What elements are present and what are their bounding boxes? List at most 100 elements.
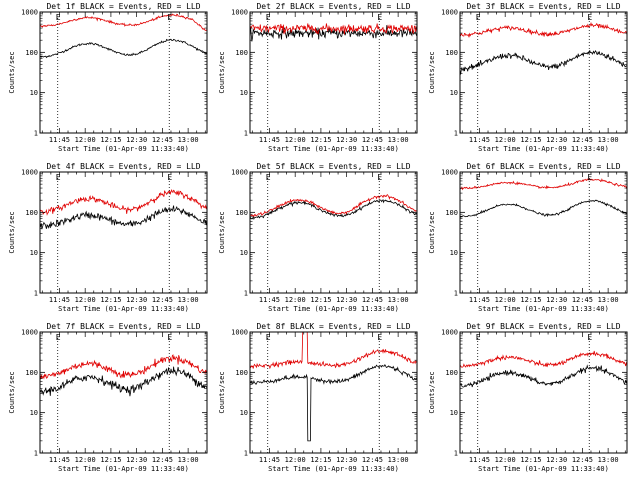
x-tick-label: 13:00 <box>598 136 619 144</box>
plot-frame <box>249 11 418 134</box>
y-tick-label: 100 <box>25 369 38 377</box>
event-marker-label: E <box>476 173 481 182</box>
series-lld-line <box>460 350 627 368</box>
x-tick-label: 12:30 <box>336 136 357 144</box>
series-lld-line <box>460 21 627 38</box>
series-lld-line <box>250 23 417 35</box>
y-tick-label: 100 <box>445 49 458 57</box>
x-tick-label: 12:30 <box>546 296 567 304</box>
x-tick-label: 12:30 <box>126 136 147 144</box>
x-axis-label: Start Time (01-Apr-09 11:33:40) <box>268 305 399 313</box>
x-axis-label: Start Time (01-Apr-09 11:33:40) <box>268 465 399 473</box>
y-tick-label: 10 <box>30 89 38 97</box>
y-tick-label: 1 <box>454 130 458 138</box>
event-marker-label: E <box>56 333 61 342</box>
x-axis-label: Start Time (01-Apr-09 11:33:40) <box>58 145 189 153</box>
x-tick-label: 12:45 <box>152 136 173 144</box>
y-tick-label: 10 <box>240 409 248 417</box>
x-axis-label: Start Time (01-Apr-09 11:33:40) <box>58 305 189 313</box>
y-axis-label: Counts/sec <box>428 371 436 413</box>
x-tick-label: 12:15 <box>100 456 121 464</box>
y-axis-label: Counts/sec <box>8 211 16 253</box>
x-tick-label: 12:00 <box>285 296 306 304</box>
y-tick-label: 1 <box>244 450 248 458</box>
x-tick-label: 13:00 <box>388 296 409 304</box>
x-tick-label: 13:00 <box>598 296 619 304</box>
x-tick-label: 13:00 <box>598 456 619 464</box>
plot-det8: Det 8f BLACK = Events, RED = LLD 1 10 100 10… <box>218 322 418 473</box>
x-tick-label: 12:00 <box>75 456 96 464</box>
x-tick-label: 13:00 <box>178 456 199 464</box>
y-tick-label: 1000 <box>21 9 38 17</box>
y-axis-label: Counts/sec <box>428 211 436 253</box>
series-events-line <box>250 198 417 220</box>
series-lld-line <box>40 354 207 380</box>
event-marker-label: E <box>56 13 61 22</box>
y-tick-label: 1000 <box>231 169 248 177</box>
event-marker-label: E <box>377 173 382 182</box>
event-marker-label: E <box>587 333 592 342</box>
x-tick-label: 13:00 <box>178 296 199 304</box>
x-tick-label: 11:45 <box>49 296 70 304</box>
x-tick-label: 11:45 <box>469 456 490 464</box>
y-tick-label: 1000 <box>21 329 38 337</box>
x-tick-label: 12:45 <box>362 456 383 464</box>
x-tick-label: 12:15 <box>100 296 121 304</box>
x-tick-label: 11:45 <box>49 136 70 144</box>
y-tick-label: 1000 <box>231 9 248 17</box>
y-tick-label: 100 <box>235 49 248 57</box>
x-tick-label: 12:00 <box>75 136 96 144</box>
event-marker-label: E <box>266 173 271 182</box>
event-marker-label: E <box>167 13 172 22</box>
y-tick-label: 1000 <box>21 169 38 177</box>
x-tick-label: 11:45 <box>469 136 490 144</box>
y-tick-label: 1 <box>34 290 38 298</box>
x-tick-label: 12:15 <box>520 456 541 464</box>
x-tick-label: 12:15 <box>310 136 331 144</box>
y-tick-label: 1 <box>244 130 248 138</box>
event-marker-label: E <box>167 173 172 182</box>
series-lld-line <box>460 178 627 191</box>
x-tick-label: 12:00 <box>495 296 516 304</box>
event-marker-label: E <box>476 333 481 342</box>
series-events-line <box>40 205 207 230</box>
plot-det6: Det 6f BLACK = Events, RED = LLD 1 10 100 10… <box>428 162 628 313</box>
plot-frame <box>249 331 418 454</box>
y-tick-label: 100 <box>235 209 248 217</box>
y-axis-label: Counts/sec <box>218 211 226 253</box>
x-tick-label: 12:15 <box>310 456 331 464</box>
x-tick-label: 12:45 <box>152 296 173 304</box>
y-tick-label: 1000 <box>231 329 248 337</box>
y-tick-label: 1 <box>34 450 38 458</box>
x-tick-label: 13:00 <box>388 456 409 464</box>
x-tick-label: 12:30 <box>126 456 147 464</box>
plot-title: Det 7f BLACK = Events, RED = LLD <box>46 322 200 331</box>
x-tick-label: 11:45 <box>259 136 280 144</box>
plot-det9: Det 9f BLACK = Events, RED = LLD 1 10 100 10… <box>428 322 628 473</box>
y-tick-label: 1 <box>454 450 458 458</box>
x-tick-label: 12:00 <box>495 136 516 144</box>
plot-title: Det 4f BLACK = Events, RED = LLD <box>46 162 200 171</box>
y-tick-label: 10 <box>240 89 248 97</box>
x-tick-label: 12:45 <box>572 456 593 464</box>
x-tick-label: 12:00 <box>285 136 306 144</box>
x-tick-label: 12:15 <box>520 136 541 144</box>
x-axis-label: Start Time (01-Apr-09 11:33:40) <box>478 465 609 473</box>
x-tick-label: 12:45 <box>362 296 383 304</box>
x-axis-label: Start Time (01-Apr-09 11:33:40) <box>478 305 609 313</box>
series-lld-line <box>250 194 417 218</box>
y-tick-label: 10 <box>450 249 458 257</box>
event-marker-label: E <box>377 333 382 342</box>
y-tick-label: 1 <box>34 130 38 138</box>
y-tick-label: 100 <box>445 209 458 217</box>
y-tick-label: 1000 <box>441 329 458 337</box>
y-axis-label: Counts/sec <box>428 51 436 93</box>
x-tick-label: 12:30 <box>336 296 357 304</box>
y-axis-label: Counts/sec <box>218 371 226 413</box>
plot-frame <box>459 331 628 454</box>
y-tick-label: 100 <box>235 369 248 377</box>
event-marker-label: E <box>167 333 172 342</box>
plot-title: Det 6f BLACK = Events, RED = LLD <box>466 162 620 171</box>
series-events-line <box>250 364 417 442</box>
